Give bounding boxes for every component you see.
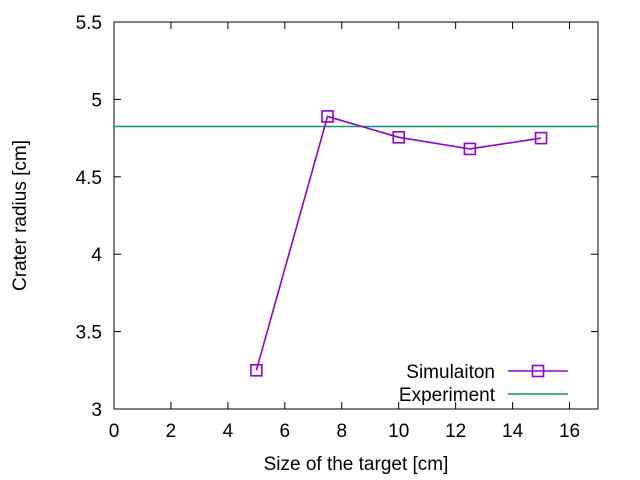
x-tick-label: 16: [559, 421, 580, 442]
simulation-point: [321, 110, 334, 123]
x-tick-label: 14: [502, 421, 524, 442]
x-axis-title: Size of the target [cm]: [264, 454, 449, 475]
series-layer: [114, 110, 598, 377]
x-tick-label: 6: [280, 421, 291, 442]
x-tick-label: 12: [445, 421, 466, 442]
x-tick-label: 8: [336, 421, 347, 442]
simulation-point: [250, 363, 263, 377]
y-tick-label: 5: [91, 90, 102, 111]
simulation-point: [534, 131, 548, 145]
simulation-point: [463, 142, 477, 156]
y-tick-label: 5.5: [76, 13, 102, 34]
x-tick-label: 4: [223, 421, 234, 442]
legend-marker-simulation: [531, 364, 545, 378]
legend-label-simulation: Simulaiton: [406, 362, 495, 383]
x-tick-label: 2: [166, 421, 177, 442]
plot-area: [113, 21, 599, 410]
y-tick-label: 3.5: [76, 323, 102, 344]
plot-frame: [113, 21, 599, 410]
simulation-line: [255, 115, 542, 371]
y-tick-label: 4.5: [76, 168, 102, 189]
y-axis-title: Crater radius [cm]: [10, 140, 31, 291]
y-tick-label: 4: [91, 245, 102, 266]
simulation-point: [392, 131, 406, 144]
legend-label-experiment: Experiment: [399, 385, 496, 406]
x-tick-label: 0: [109, 421, 120, 442]
y-tick-label: 3: [91, 400, 102, 421]
x-tick-label: 10: [388, 421, 409, 442]
axes-layer: 0 2 4 6 8 10 12 14 16 3 3.5 4 4.5 5 5.5 Size of the tar…: [10, 13, 598, 475]
